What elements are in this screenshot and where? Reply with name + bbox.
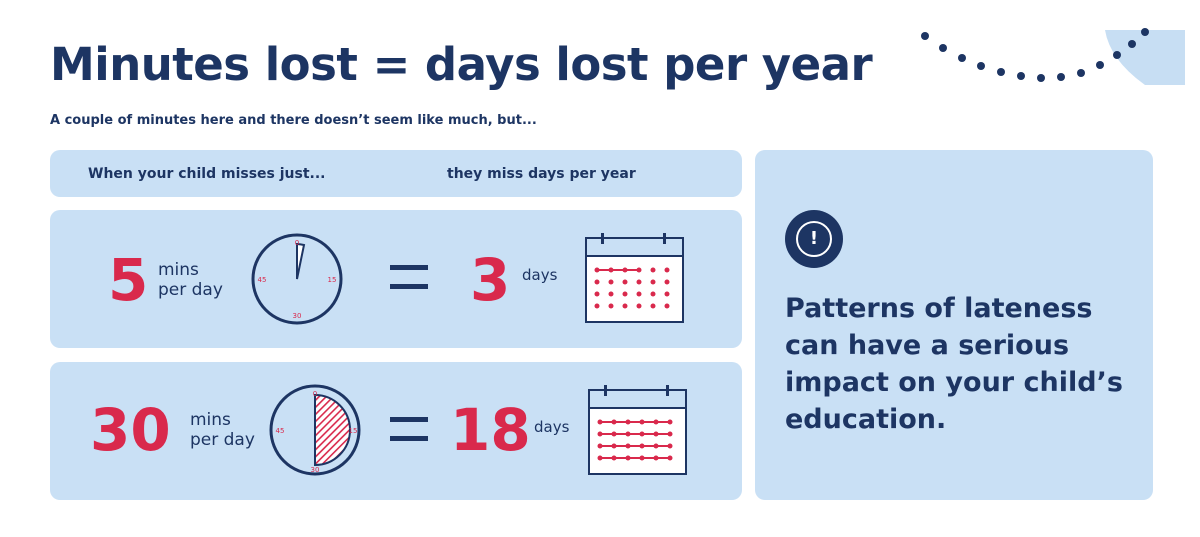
decorative-dots [921, 28, 1185, 85]
calendar-icon [588, 385, 687, 475]
svg-text:15: 15 [349, 427, 358, 435]
page-title: Minutes lost = days lost per year [50, 38, 873, 91]
info-panel [755, 150, 1153, 500]
svg-text:30: 30 [293, 312, 302, 320]
svg-text:0: 0 [295, 239, 299, 247]
minutes-value: 30 [90, 396, 171, 464]
days-label: days [534, 418, 570, 436]
minutes-value: 5 [108, 246, 149, 314]
clock-icon: 0 15 30 45 [269, 384, 361, 476]
minutes-unit: mins per day [190, 410, 255, 450]
equals-sign [390, 417, 428, 441]
svg-text:45: 45 [258, 276, 267, 284]
days-value: 3 [470, 246, 511, 314]
header-left-label: When your child misses just... [88, 166, 326, 182]
svg-text:30: 30 [311, 466, 320, 474]
minutes-unit: mins per day [158, 260, 223, 300]
clock-icon: 0 15 30 45 [251, 233, 343, 325]
days-label: days [522, 266, 558, 284]
calendar-icon [585, 233, 684, 323]
equals-sign [390, 265, 428, 289]
header-right-label: they miss days per year [447, 166, 636, 182]
svg-text:45: 45 [276, 427, 285, 435]
info-message: Patterns of lateness can have a serious … [785, 293, 1123, 435]
svg-text:0: 0 [313, 390, 317, 398]
days-value: 18 [450, 396, 531, 464]
page-subtitle: A couple of minutes here and there doesn… [50, 113, 537, 128]
exclamation-circle-icon: ! [785, 210, 843, 268]
svg-text:15: 15 [328, 276, 337, 284]
header-bar [50, 150, 742, 197]
